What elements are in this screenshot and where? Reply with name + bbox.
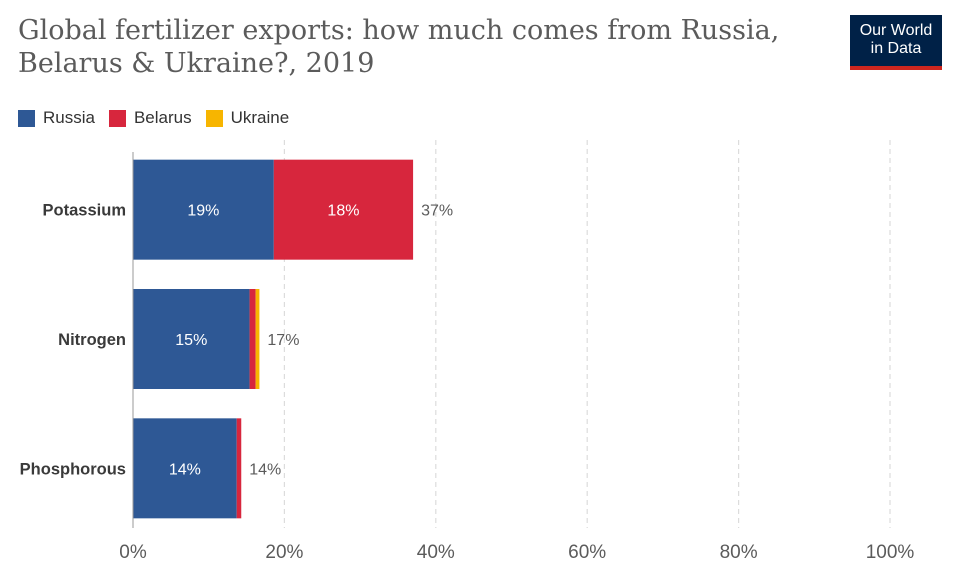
x-tick-label: 80% — [720, 542, 758, 563]
legend-label-russia: Russia — [43, 108, 95, 127]
total-value-label: 14% — [249, 461, 281, 478]
segment-value-label: 18% — [327, 203, 359, 220]
bar-segment-russia[interactable] — [133, 418, 237, 519]
legend-item-ukraine[interactable]: Ukraine — [205, 108, 290, 128]
bar-segment-russia[interactable] — [133, 289, 250, 389]
segment-value-label: 19% — [187, 203, 219, 220]
bar-segment-russia[interactable] — [133, 159, 274, 260]
x-tick-label: 100% — [866, 542, 915, 563]
bar-segment-belarus[interactable] — [273, 159, 414, 260]
total-value-label: 37% — [421, 203, 453, 220]
legend-label-ukraine: Ukraine — [230, 108, 290, 127]
x-tick-label: 20% — [265, 542, 303, 563]
legend-item-belarus[interactable]: Belarus — [108, 108, 192, 128]
category-label: Phosphorous — [20, 460, 126, 478]
legend: Russia Belarus Ukraine — [18, 108, 303, 128]
x-axis: 0% 20% 40% 60% 80% 100% — [119, 152, 914, 563]
logo-line-2: in Data — [870, 40, 922, 57]
x-tick-label: 40% — [417, 542, 455, 563]
legend-swatch-russia — [18, 109, 35, 127]
bar-segment-ukraine[interactable] — [255, 289, 260, 389]
category-label: Potassium — [43, 202, 126, 220]
x-tick-label: 60% — [568, 542, 606, 563]
segment-value-label: 14% — [169, 461, 201, 478]
segment-value-label: 15% — [175, 332, 207, 349]
category-label: Nitrogen — [58, 331, 126, 349]
legend-label-belarus: Belarus — [133, 108, 192, 127]
total-value-label: 17% — [267, 332, 299, 349]
logo-line-1: Our World — [859, 22, 933, 39]
bar-segment-belarus[interactable] — [236, 418, 242, 519]
chart-title: Global fertilizer exports: how much come… — [18, 15, 780, 79]
legend-swatch-ukraine — [205, 109, 223, 127]
legend-item-russia[interactable]: Russia — [18, 108, 95, 128]
x-tick-label: 0% — [119, 542, 147, 563]
bar-labels: Potassium 19% 18% 37% Nitrogen 15% 17% Phosphor… — [20, 202, 453, 479]
legend-swatch-belarus — [108, 109, 126, 127]
bars — [133, 159, 414, 519]
owid-logo[interactable]: Our World in Data — [850, 15, 942, 70]
bar-segment-belarus[interactable] — [249, 289, 256, 389]
